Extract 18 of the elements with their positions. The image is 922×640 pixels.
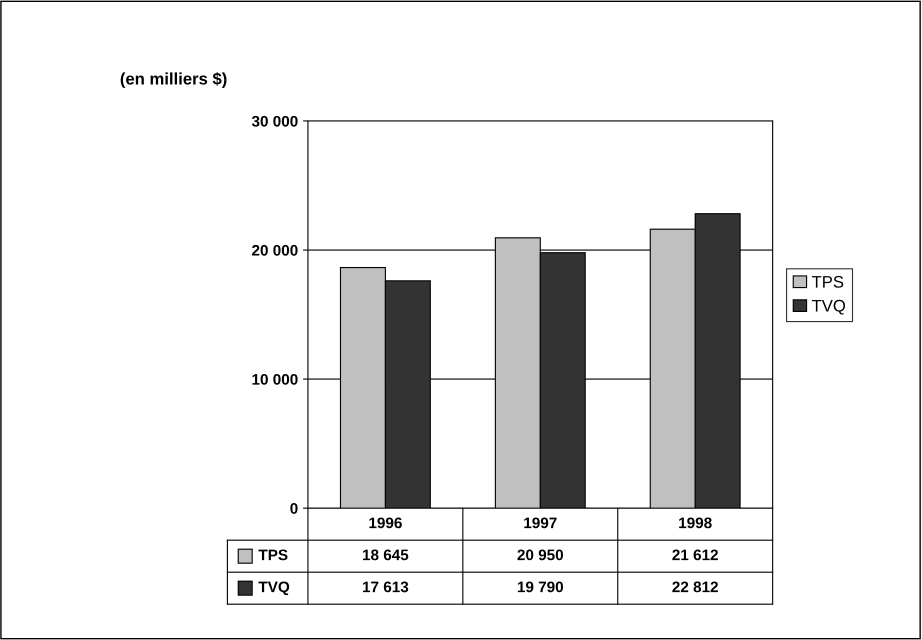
y-tick-label: 10 000	[252, 374, 298, 385]
y-tick-label: 20 000	[252, 244, 298, 256]
y-axis-title: (en milliers $)	[120, 72, 226, 88]
data-label: 19 790	[518, 581, 564, 592]
legend-label: TPS	[258, 549, 288, 560]
text: TPS	[812, 276, 844, 288]
data-label: 17 613	[362, 581, 408, 592]
data-label: 20 950	[517, 549, 564, 560]
data-label: 22 812	[672, 581, 718, 592]
x-tick-label: 1998	[679, 517, 712, 528]
x-tick-label: 1997	[524, 517, 557, 528]
y-tick-label: 0	[290, 503, 298, 514]
legend-label: TVQ	[812, 300, 846, 315]
data-label: 21 612	[672, 549, 718, 560]
y-tick-label: 30 000	[252, 116, 298, 127]
text: TVQ	[258, 581, 290, 596]
x-tick-label: 1996	[369, 517, 402, 528]
data-label: 18 645	[362, 549, 408, 560]
